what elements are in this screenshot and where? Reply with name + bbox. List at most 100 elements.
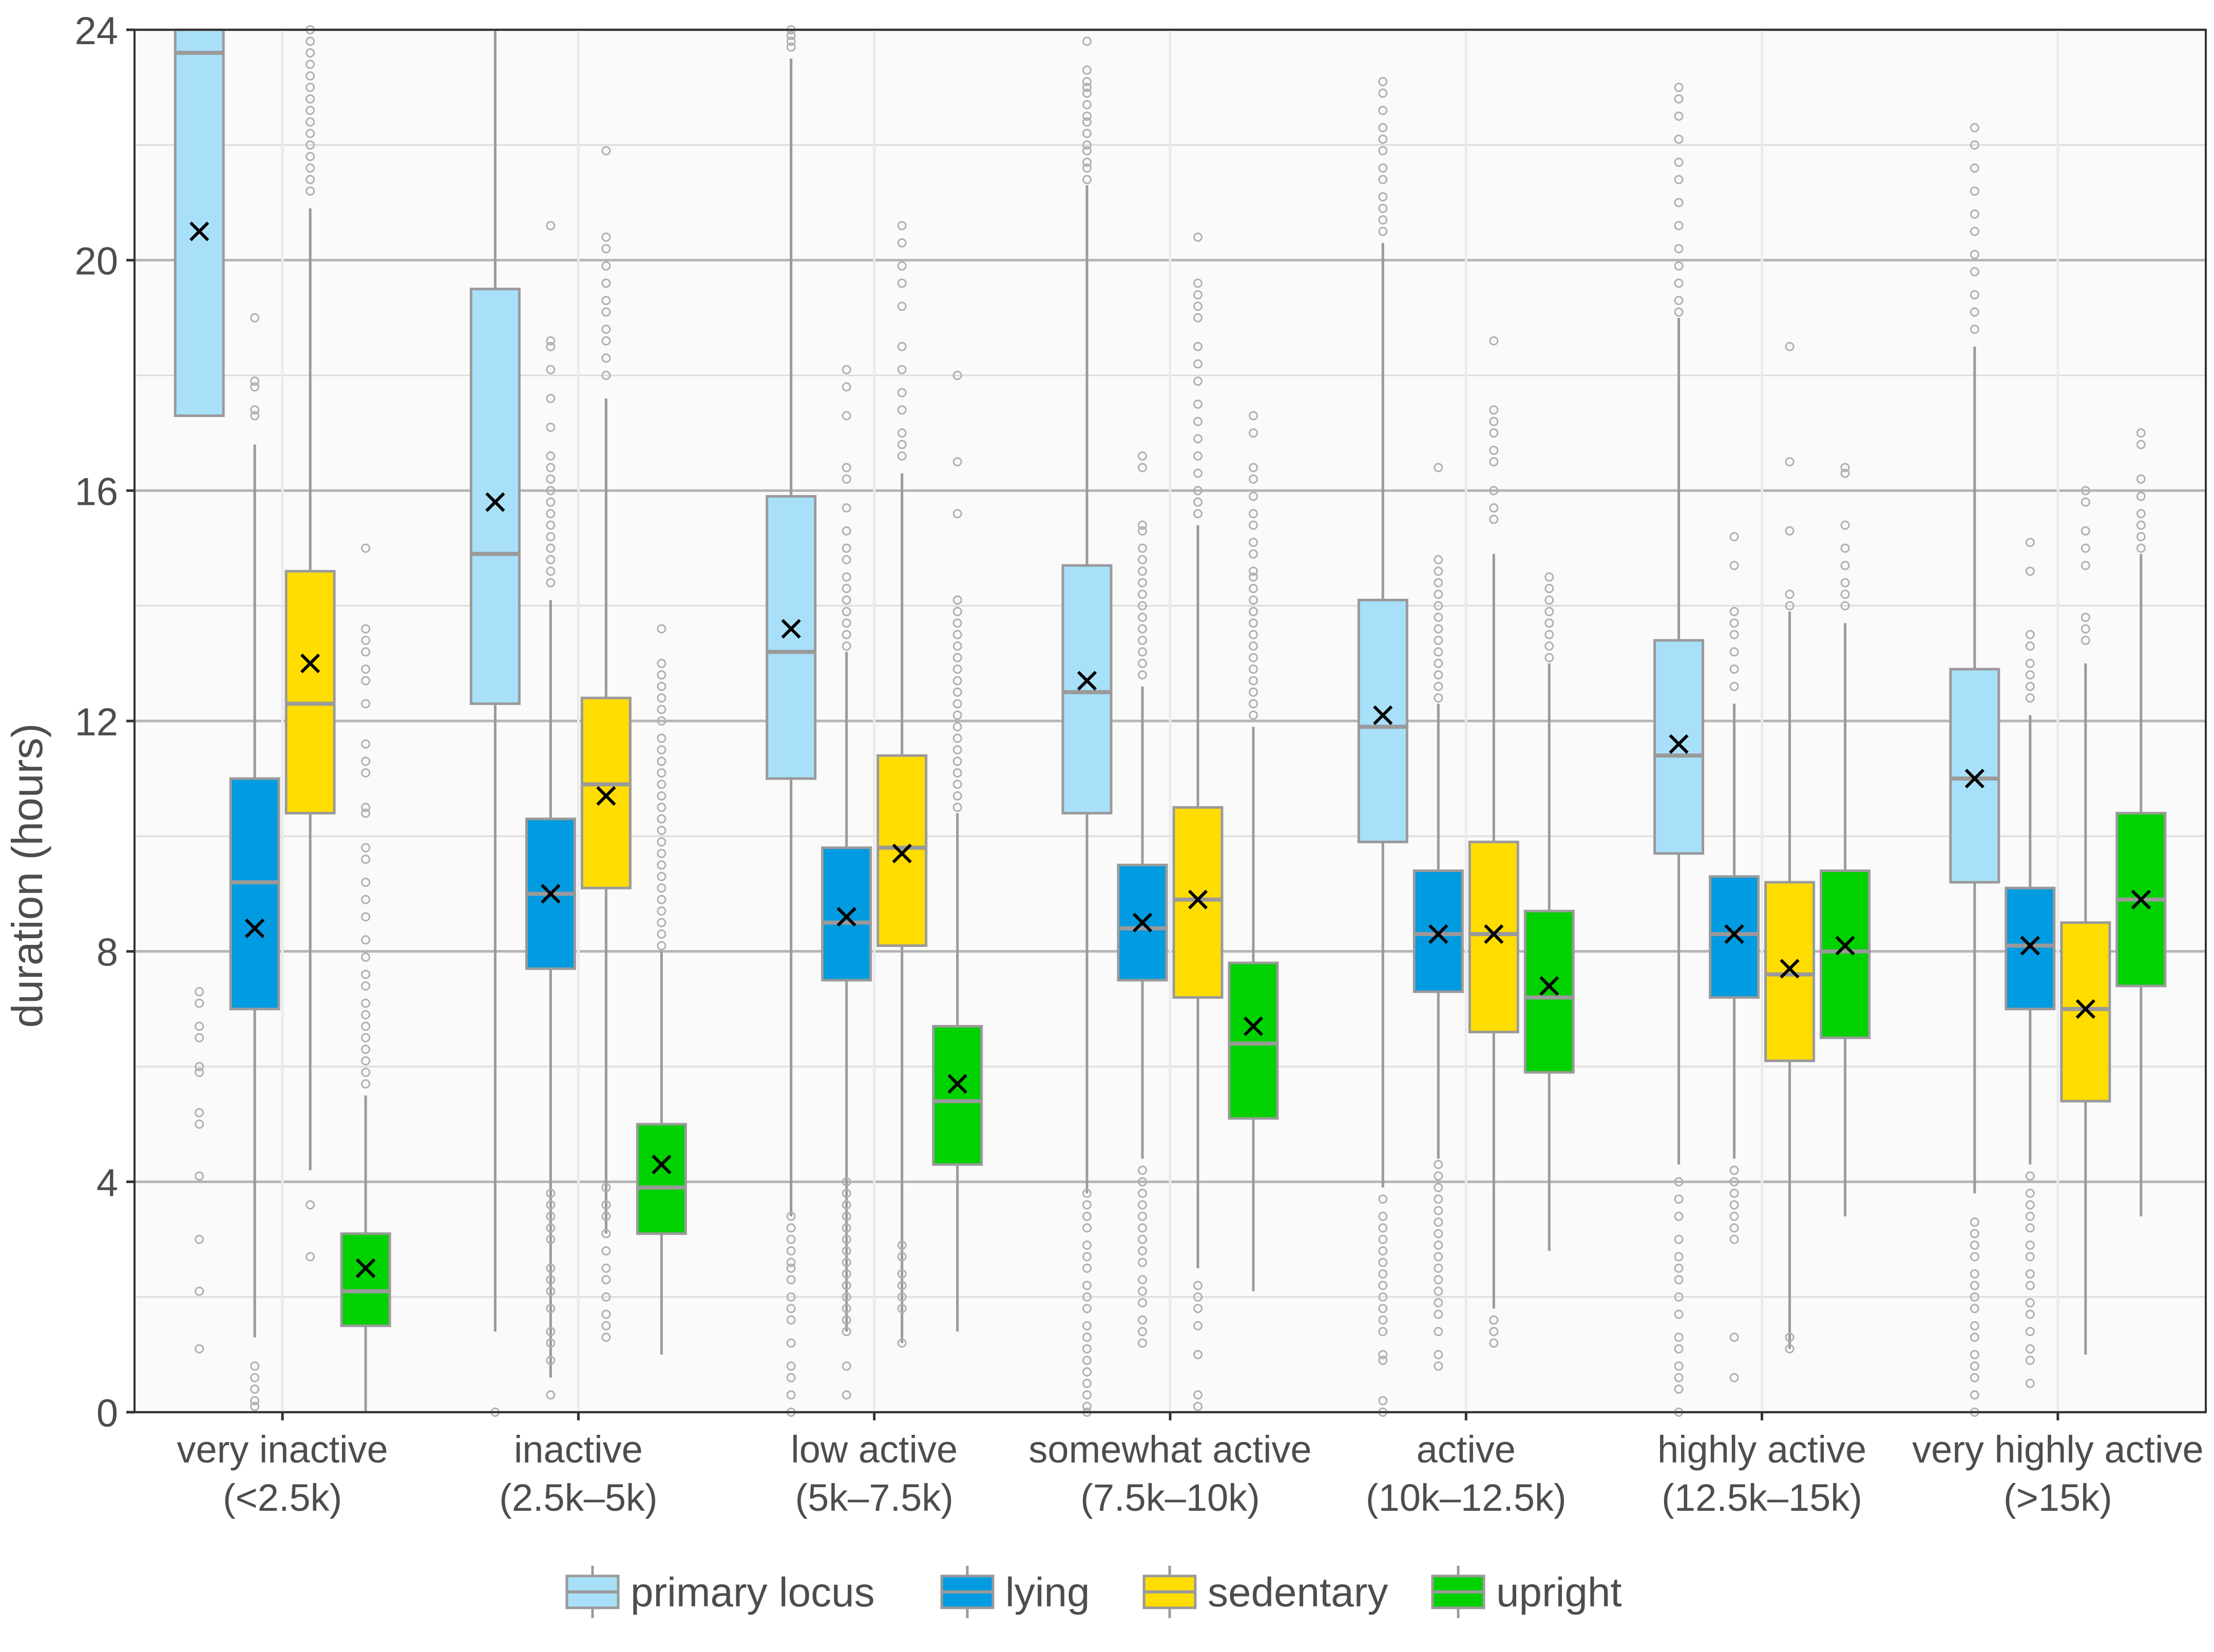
outlier-point bbox=[952, 699, 962, 709]
outlier-point bbox=[1138, 1298, 1147, 1307]
outlier-point bbox=[306, 71, 315, 81]
box-iqr bbox=[580, 696, 632, 889]
outlier-point bbox=[1729, 647, 1739, 657]
outlier-point bbox=[1193, 416, 1203, 426]
outlier-point bbox=[842, 1390, 851, 1400]
outlier-point bbox=[1378, 123, 1388, 132]
outlier-point bbox=[2136, 474, 2146, 484]
box-sedentary-6 bbox=[1764, 341, 1816, 1354]
outlier-point bbox=[657, 941, 666, 951]
outlier-point bbox=[601, 307, 611, 317]
box-iqr bbox=[1709, 875, 1760, 999]
outlier-point bbox=[1434, 1217, 1443, 1227]
outlier-point bbox=[897, 238, 907, 248]
outlier-point bbox=[1674, 1361, 1684, 1371]
outlier-point bbox=[306, 1252, 315, 1262]
outlier-point bbox=[361, 664, 371, 674]
outlier-point bbox=[952, 509, 962, 519]
outlier-point bbox=[2025, 1309, 2035, 1319]
outlier-point bbox=[786, 1211, 796, 1221]
outlier-point bbox=[1138, 451, 1147, 461]
outlier-point bbox=[2081, 635, 2090, 645]
outlier-point bbox=[2025, 1281, 2035, 1290]
outlier-point bbox=[1840, 601, 1850, 611]
box-sedentary-5 bbox=[1468, 336, 1519, 1348]
outlier-point bbox=[2025, 1171, 2035, 1181]
outlier-point bbox=[657, 733, 666, 743]
outlier-point bbox=[601, 1263, 611, 1273]
outlier-point bbox=[842, 1361, 851, 1371]
mean-marker bbox=[1835, 936, 1855, 956]
outlier-point bbox=[1082, 1188, 1092, 1198]
outlier-point bbox=[897, 341, 907, 351]
outlier-point bbox=[1193, 1304, 1203, 1314]
outlier-point bbox=[2136, 491, 2146, 501]
outlier-point bbox=[601, 232, 611, 242]
outlier-point bbox=[1082, 1304, 1092, 1314]
outlier-point bbox=[1249, 710, 1258, 720]
outlier-point bbox=[2025, 681, 2035, 691]
mean-marker bbox=[1964, 769, 1984, 789]
outlier-point bbox=[952, 722, 962, 732]
outlier-point bbox=[897, 301, 907, 311]
outlier-point bbox=[1970, 325, 1979, 334]
outlier-point bbox=[1970, 1304, 1979, 1314]
box-iqr bbox=[1949, 668, 2000, 884]
legend: primary locus lying sedentary upright bbox=[565, 1566, 1622, 1618]
outlier-point bbox=[1434, 1183, 1443, 1192]
outlier-point bbox=[1138, 1211, 1147, 1221]
outlier-point bbox=[1082, 1281, 1092, 1290]
outlier-point bbox=[1082, 1367, 1092, 1377]
outlier-point bbox=[195, 1235, 204, 1244]
outlier-point bbox=[1138, 555, 1147, 564]
outlier-point bbox=[1489, 1338, 1499, 1348]
outlier-point bbox=[1785, 601, 1795, 611]
box-sedentary-7 bbox=[2060, 486, 2111, 1355]
outlier-point bbox=[1785, 590, 1795, 599]
y-tick-label: 16 bbox=[74, 470, 118, 514]
outlier-point bbox=[842, 1269, 851, 1279]
outlier-point bbox=[546, 1235, 556, 1244]
outlier-point bbox=[1378, 1356, 1388, 1365]
outlier-point bbox=[897, 440, 907, 449]
outlier-point bbox=[546, 365, 556, 374]
outlier-point bbox=[1249, 606, 1258, 616]
outlier-point bbox=[1674, 1235, 1684, 1244]
outlier-point bbox=[1138, 463, 1147, 472]
outlier-point bbox=[1378, 1246, 1388, 1256]
outlier-point bbox=[195, 1286, 204, 1296]
outlier-point bbox=[657, 803, 666, 812]
outlier-point bbox=[1544, 630, 1554, 639]
outlier-point bbox=[786, 1235, 796, 1244]
outlier-point bbox=[1249, 491, 1258, 501]
x-tick-label: very highly active bbox=[1912, 1428, 2204, 1471]
outlier-point bbox=[306, 94, 315, 104]
outlier-point bbox=[1840, 468, 1850, 478]
outlier-point bbox=[1729, 1333, 1739, 1342]
outlier-point bbox=[1970, 1229, 1979, 1239]
outlier-point bbox=[361, 970, 371, 979]
outlier-point bbox=[601, 1183, 611, 1192]
outlier-point bbox=[1970, 1361, 1979, 1371]
outlier-point bbox=[1249, 509, 1258, 519]
outlier-point bbox=[1138, 1177, 1147, 1187]
outlier-point bbox=[897, 388, 907, 397]
outlier-point bbox=[195, 1108, 204, 1117]
outlier-point bbox=[952, 653, 962, 662]
outlier-point bbox=[786, 1304, 796, 1314]
box-primary-locus-7 bbox=[1949, 123, 2000, 1417]
outlier-point bbox=[952, 756, 962, 766]
outlier-point bbox=[842, 595, 851, 605]
outlier-point bbox=[546, 486, 556, 496]
outlier-point bbox=[601, 1321, 611, 1331]
outlier-point bbox=[786, 1390, 796, 1400]
outlier-point bbox=[1489, 405, 1499, 415]
outlier-point bbox=[842, 1304, 851, 1314]
y-axis-label: duration (hours) bbox=[3, 724, 51, 1028]
outlier-point bbox=[657, 716, 666, 726]
outlier-point bbox=[1970, 1252, 1979, 1262]
outlier-point bbox=[601, 353, 611, 363]
outlier-point bbox=[2025, 658, 2035, 668]
